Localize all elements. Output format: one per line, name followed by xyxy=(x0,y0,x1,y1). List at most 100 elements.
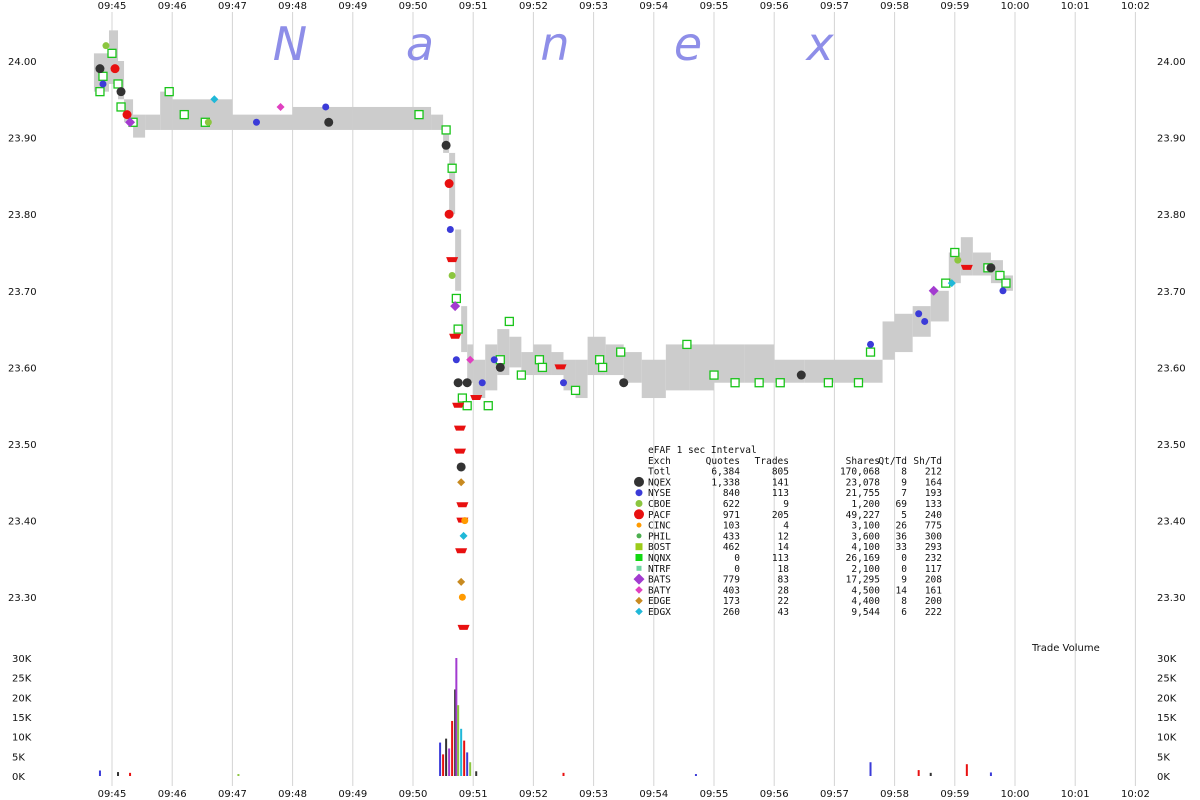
quote-marker xyxy=(451,293,461,304)
time-label-bottom: 09:49 xyxy=(338,789,367,800)
time-label-top: 09:45 xyxy=(98,1,127,12)
trade-marker xyxy=(490,356,498,364)
stats-cell: 0 xyxy=(901,553,907,564)
trade-marker xyxy=(324,117,334,127)
quote-marker xyxy=(453,324,463,334)
price-tick-right: 24.00 xyxy=(1157,57,1186,68)
quote-marker xyxy=(616,347,626,357)
stats-cell: 1,200 xyxy=(851,499,880,510)
trade-marker xyxy=(954,256,962,264)
quote-marker xyxy=(950,247,960,258)
time-label-bottom: 09:57 xyxy=(820,789,849,800)
trade-marker xyxy=(867,340,875,348)
price-tick-left: 23.50 xyxy=(8,440,37,451)
trade-marker xyxy=(459,531,468,540)
nbbo-segment xyxy=(804,359,835,383)
stats-cell: 7 xyxy=(901,488,907,499)
stats-cell: 840 xyxy=(723,488,740,499)
stats-cell: 117 xyxy=(925,564,942,575)
legend-marker xyxy=(636,522,642,528)
time-label-bottom: 09:54 xyxy=(639,789,668,800)
stats-cell: 14 xyxy=(778,542,790,553)
watermark-letter: n xyxy=(540,17,569,71)
stats-cell: 193 xyxy=(925,488,942,499)
trade-marker xyxy=(441,140,451,150)
stats-title: eFAF 1 sec Interval xyxy=(648,445,757,456)
time-label-top: 10:00 xyxy=(1001,1,1030,12)
nbbo-segment xyxy=(864,359,883,383)
stats-header: Trades xyxy=(755,456,789,467)
stats-cell: 113 xyxy=(772,553,789,564)
time-label-top: 10:01 xyxy=(1061,1,1090,12)
time-label-bottom: 10:02 xyxy=(1121,789,1150,800)
nbbo-band xyxy=(93,30,1013,399)
trade-marker xyxy=(619,378,629,388)
nbbo-segment xyxy=(774,359,805,383)
stats-cell: 4,500 xyxy=(851,585,880,596)
stats-cell: 8 xyxy=(901,596,907,607)
price-tick-right: 23.90 xyxy=(1157,134,1186,145)
volume-bar xyxy=(463,740,466,776)
time-label-bottom: 09:53 xyxy=(579,789,608,800)
stats-cell: 161 xyxy=(925,585,942,596)
trade-marker xyxy=(450,301,461,312)
nbbo-segment xyxy=(665,344,690,391)
price-tick-left: 23.90 xyxy=(8,134,37,145)
price-tick-left: 23.80 xyxy=(8,210,37,221)
volume-bar xyxy=(562,772,565,776)
quote-marker xyxy=(853,378,864,388)
volume-tick-right: 0K xyxy=(1157,772,1170,783)
quote-marker xyxy=(116,102,126,112)
trade-marker xyxy=(457,624,470,630)
stats-cell: 462 xyxy=(723,542,740,553)
volume-bar xyxy=(694,774,697,776)
quote-marker xyxy=(537,362,548,373)
stats-cell: 0 xyxy=(734,564,740,575)
trade-marker xyxy=(458,593,466,601)
trade-marker xyxy=(449,333,462,339)
stats-cell: 33 xyxy=(896,542,907,553)
trade-marker xyxy=(252,118,260,126)
nbbo-segment xyxy=(485,344,498,391)
stats-cell: 164 xyxy=(925,477,942,488)
time-label-top: 09:50 xyxy=(399,1,428,12)
trade-marker xyxy=(456,462,466,472)
stats-cell: 0 xyxy=(734,553,740,564)
stats-cell: 1,338 xyxy=(711,477,740,488)
quote-marker xyxy=(865,347,876,357)
volume-tick-right: 30K xyxy=(1157,654,1177,665)
stats-cell: 69 xyxy=(896,499,908,510)
stats-cell: 4,100 xyxy=(851,542,880,553)
stats-cell: 260 xyxy=(723,607,740,618)
quote-marker xyxy=(597,362,608,373)
legend-marker xyxy=(635,543,643,551)
time-label-top: 09:58 xyxy=(880,1,909,12)
quote-marker xyxy=(483,401,493,411)
stats-cell: 23,078 xyxy=(846,477,881,488)
quote-marker xyxy=(516,370,527,380)
price-tick-right: 23.30 xyxy=(1157,593,1186,604)
quote-marker xyxy=(164,86,174,97)
time-label-bottom: 09:52 xyxy=(519,789,548,800)
price-tick-right: 23.70 xyxy=(1157,287,1186,298)
trade-marker xyxy=(921,317,929,325)
stats-cell: 805 xyxy=(772,467,789,478)
stats-cell: 43 xyxy=(778,607,789,618)
trade-marker xyxy=(444,209,454,219)
quote-marker xyxy=(775,378,785,388)
volume-bar xyxy=(965,764,968,776)
legend-marker xyxy=(636,533,642,539)
legend-marker xyxy=(635,596,643,605)
stats-cell: 200 xyxy=(925,596,942,607)
quote-marker xyxy=(823,378,834,388)
quote-marker xyxy=(462,401,472,411)
nbbo-segment xyxy=(714,344,745,383)
trade-marker xyxy=(461,517,469,525)
volume-bar xyxy=(869,762,872,776)
quote-marker xyxy=(570,385,581,396)
price-tick-left: 23.70 xyxy=(8,287,37,298)
stats-cell: CINC xyxy=(648,521,671,532)
trade-marker xyxy=(276,102,285,111)
stats-cell: 17,295 xyxy=(846,575,880,586)
stats-cell: BATS xyxy=(648,575,671,586)
